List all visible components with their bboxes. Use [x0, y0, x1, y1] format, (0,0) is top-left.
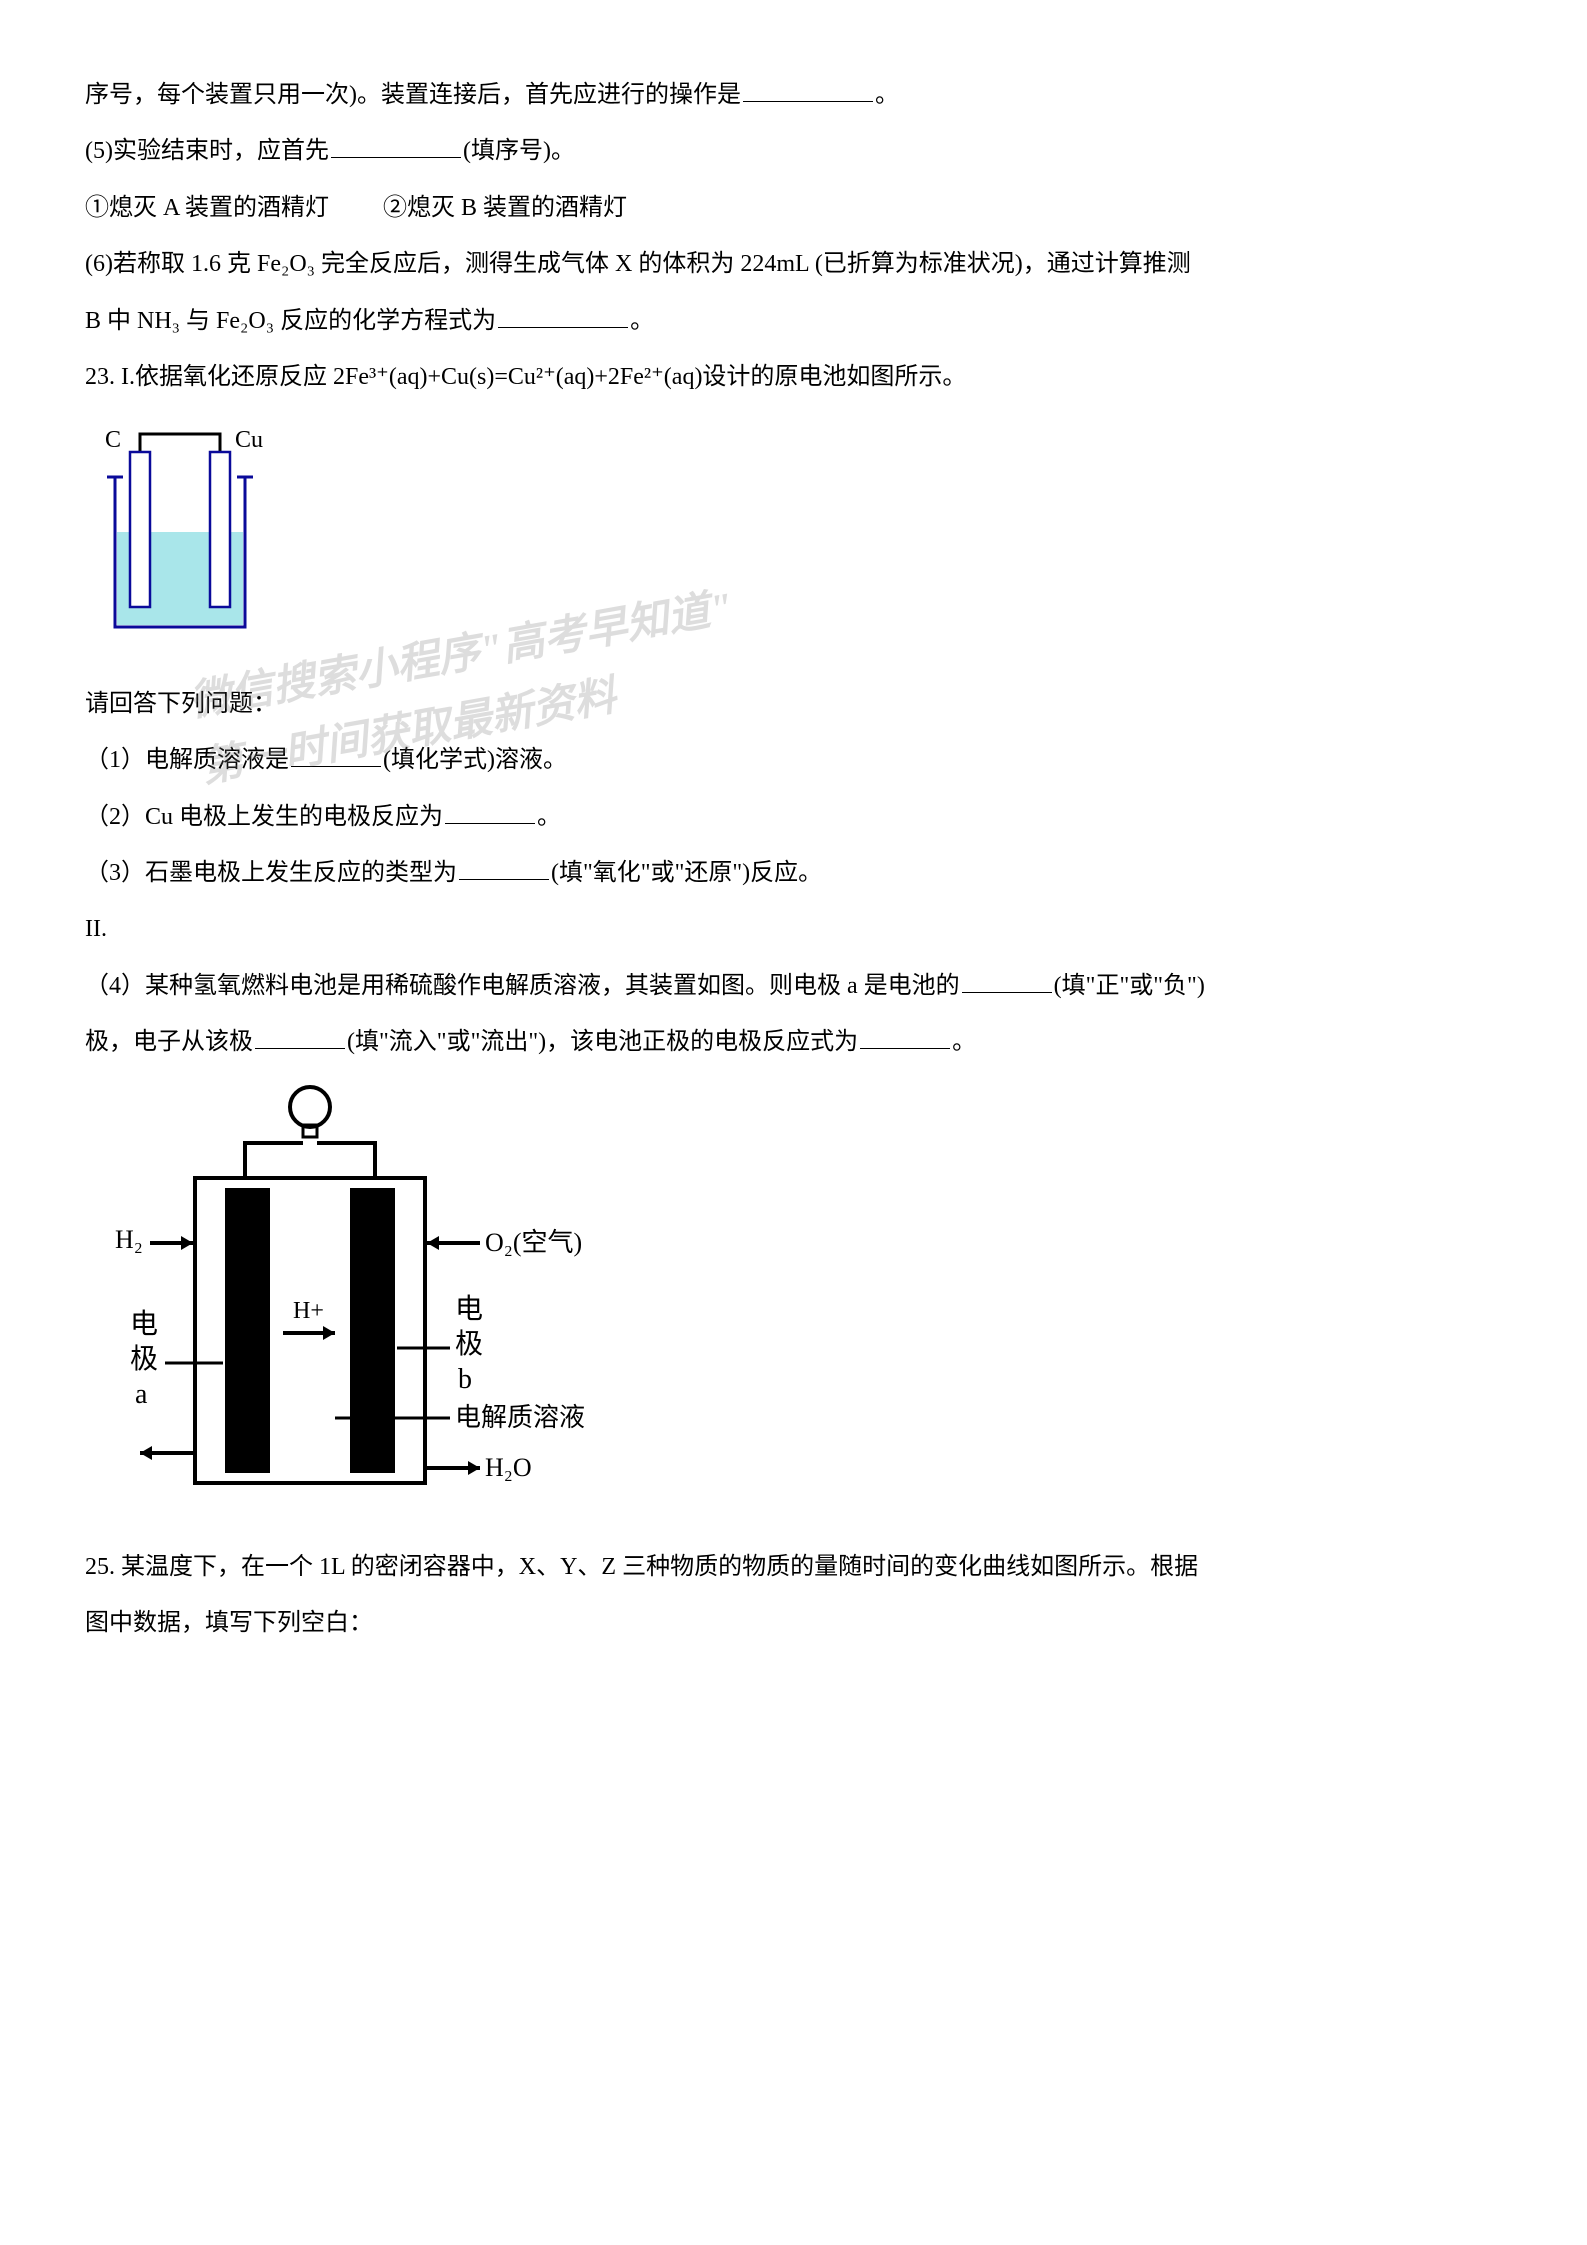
h2-arrow-head [181, 1236, 193, 1250]
q-pre-line6b: B 中 NH₃ 与 Fe₂O₃ 反应的化学方程式为 。 [85, 296, 1502, 346]
q-pre-line5: (5)实验结束时，应首先 (填序号)。 [85, 126, 1502, 176]
text: 图中数据，填写下列空白： [85, 1610, 373, 1636]
q-pre-options: ①熄灭 A 装置的酒精灯 ②熄灭 B 装置的酒精灯 [85, 183, 1502, 233]
left-out-head [140, 1446, 152, 1460]
fuel-cell-diagram: H+ H₂ 电 极 a O₂(空气) 电 极 b 电解质溶液 H₂O [85, 1083, 1502, 1521]
fuel-cell-svg: H+ H₂ 电 极 a O₂(空气) 电 极 b 电解质溶液 H₂O [85, 1083, 605, 1503]
electrode-a [225, 1188, 270, 1473]
option-2: ②熄灭 B 装置的酒精灯 [383, 195, 627, 221]
q23-II: II. [85, 904, 1502, 954]
label-elec-a2: 极 [130, 1343, 158, 1375]
text: (填"氧化"或"还原")反应。 [551, 860, 822, 886]
label-h2: H₂ [115, 1225, 143, 1254]
blank [291, 741, 381, 767]
blank [498, 301, 628, 327]
top-wire [245, 1143, 375, 1178]
text: 。 [630, 308, 654, 334]
text: 极，电子从该极 [85, 1029, 253, 1055]
q25-stem-a: 25. 某温度下，在一个 1L 的密闭容器中，X、Y、Z 三种物质的物质的量随时… [85, 1542, 1502, 1592]
label-hplus: H+ [293, 1298, 324, 1324]
label-elec-a3: a [135, 1379, 148, 1410]
text: (5)实验结束时，应首先 [85, 138, 329, 164]
option-1: ①熄灭 A 装置的酒精灯 [85, 195, 329, 221]
h2o-arrow-head [468, 1461, 480, 1475]
q23-p2: （2）Cu 电极上发生的电极反应为 。 [85, 792, 1502, 842]
label-c: C [105, 427, 121, 453]
label-electrolyte: 电解质溶液 [455, 1403, 585, 1432]
text: （1）电解质溶液是 [85, 747, 289, 773]
q23-p4b: 极，电子从该极 (填"流入"或"流出")，该电池正极的电极反应式为 。 [85, 1017, 1502, 1067]
label-elec-b2: 极 [455, 1328, 483, 1360]
blank [445, 797, 535, 823]
electrode-left [130, 452, 150, 607]
text: （3）石墨电极上发生反应的类型为 [85, 860, 457, 886]
label-o2: O₂(空气) [485, 1228, 582, 1257]
blank [743, 76, 873, 102]
q23-p4a: （4）某种氢氧燃料电池是用稀硫酸作电解质溶液，其装置如图。则电极 a 是电池的 (… [85, 961, 1502, 1011]
q25-stem-b: 图中数据，填写下列空白： [85, 1598, 1502, 1648]
text: （2）Cu 电极上发生的电极反应为 [85, 804, 443, 830]
text: 。 [537, 804, 561, 830]
text: 序号，每个装置只用一次)。装置连接后，首先应进行的操作是 [85, 82, 741, 108]
blank [255, 1023, 345, 1049]
label-cu: Cu [235, 427, 263, 453]
bulb-icon [290, 1087, 330, 1127]
text: (填"流入"或"流出")，该电池正极的电极反应式为 [347, 1029, 858, 1055]
label-elec-a1: 电 [130, 1308, 158, 1340]
electrode-b [350, 1188, 395, 1473]
text: (填"正"或"负") [1054, 973, 1205, 999]
galvanic-cell-svg: C Cu [85, 422, 285, 642]
text: (填序号)。 [463, 138, 575, 164]
q-pre-line1: 序号，每个装置只用一次)。装置连接后，首先应进行的操作是 。 [85, 70, 1502, 120]
text: 23. I.依据氧化还原反应 2Fe³⁺(aq)+Cu(s)=Cu²⁺(aq)+… [85, 364, 966, 390]
text: (6)若称取 1.6 克 Fe₂O₃ 完全反应后，测得生成气体 X 的体积为 2… [85, 251, 1191, 277]
text: （4）某种氢氧燃料电池是用稀硫酸作电解质溶液，其装置如图。则电极 a 是电池的 [85, 973, 960, 999]
wire [140, 434, 220, 452]
blank [962, 966, 1052, 992]
q23-stem: 23. I.依据氧化还原反应 2Fe³⁺(aq)+Cu(s)=Cu²⁺(aq)+… [85, 352, 1502, 402]
text: 。 [875, 82, 899, 108]
text: B 中 NH₃ 与 Fe₂O₃ 反应的化学方程式为 [85, 308, 496, 334]
q-pre-line6a: (6)若称取 1.6 克 Fe₂O₃ 完全反应后，测得生成气体 X 的体积为 2… [85, 239, 1502, 289]
text: 请回答下列问题： [85, 691, 277, 717]
text: (填化学式)溶液。 [383, 747, 567, 773]
text: 25. 某温度下，在一个 1L 的密闭容器中，X、Y、Z 三种物质的物质的量随时… [85, 1554, 1198, 1580]
label-elec-b3: b [458, 1364, 472, 1395]
text: II. [85, 916, 107, 942]
q23-p1: （1）电解质溶液是 (填化学式)溶液。 [85, 735, 1502, 785]
q23-p3: （3）石墨电极上发生反应的类型为 (填"氧化"或"还原")反应。 [85, 848, 1502, 898]
o2-arrow-head [427, 1236, 439, 1250]
blank [331, 132, 461, 158]
hplus-arrow-head [323, 1326, 335, 1340]
q23-intro: 请回答下列问题： [85, 679, 1502, 729]
label-elec-b1: 电 [455, 1293, 483, 1325]
electrode-right [210, 452, 230, 607]
blank [860, 1023, 950, 1049]
label-h2o: H₂O [485, 1453, 532, 1482]
text: 。 [952, 1029, 976, 1055]
galvanic-cell-diagram: C Cu [85, 422, 1502, 660]
blank [459, 854, 549, 880]
